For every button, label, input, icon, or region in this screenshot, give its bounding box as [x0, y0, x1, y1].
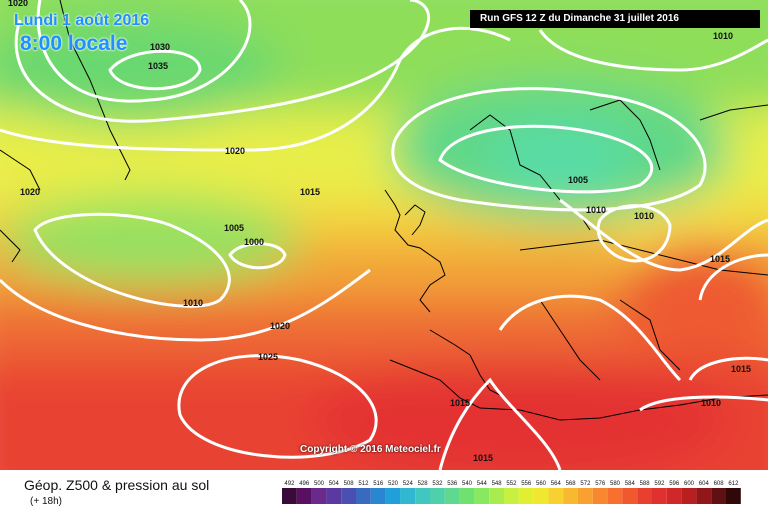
legend-value: 580 [610, 481, 621, 487]
isobar-label: 1020 [8, 0, 28, 8]
legend-swatch [459, 488, 475, 504]
legend-value: 500 [314, 481, 325, 487]
legend-value: 572 [580, 481, 591, 487]
isobar-label: 1015 [473, 453, 493, 463]
legend-value: 552 [506, 481, 517, 487]
legend-value: 516 [373, 481, 384, 487]
legend-value: 492 [284, 481, 295, 487]
legend-value: 576 [595, 481, 606, 487]
legend-value: 568 [566, 481, 577, 487]
legend-swatch [370, 488, 386, 504]
legend-value: 520 [388, 481, 399, 487]
isobar-labels: 1020 1030 1035 1020 1020 1015 1005 1000 … [8, 0, 751, 463]
legend-swatch [296, 488, 312, 504]
legend-value: 512 [358, 481, 369, 487]
legend-swatch [533, 488, 549, 504]
isobar-label: 1015 [450, 398, 470, 408]
legend-value: 584 [625, 481, 636, 487]
legend-swatch [415, 488, 430, 504]
legend-swatch [607, 488, 623, 504]
legend-swatch [637, 488, 652, 504]
legend-swatch [326, 488, 342, 504]
legend-swatch [518, 488, 534, 504]
map-title: Géop. Z500 & pression au sol [24, 477, 210, 493]
isobar-label: 1010 [183, 298, 203, 308]
legend-value: 536 [447, 481, 458, 487]
legend-value: 504 [329, 481, 340, 487]
isobar-label: 1015 [300, 187, 320, 197]
legend-swatch [356, 488, 371, 504]
isobar-label: 1015 [710, 254, 730, 264]
legend-value: 564 [551, 481, 562, 487]
legend-swatch [400, 488, 416, 504]
legend-value: 528 [418, 481, 429, 487]
forecast-offset: (+ 18h) [30, 496, 62, 507]
isobar-label: 1000 [244, 237, 264, 247]
isobar-label: 1020 [225, 146, 245, 156]
legend-swatch [430, 488, 445, 504]
legend-value: 524 [403, 481, 414, 487]
legend-value: 496 [299, 481, 310, 487]
legend-value: 532 [432, 481, 443, 487]
isobar-label: 1025 [258, 352, 278, 362]
color-scale-legend: 492 496 500 504 508 512 516 520 524 528 532 536 540 5… [282, 481, 741, 504]
legend-value: 540 [462, 481, 473, 487]
legend-swatch [711, 488, 726, 504]
legend-swatch [578, 488, 593, 504]
legend-value: 592 [654, 481, 665, 487]
legend-value: 508 [344, 481, 355, 487]
isobar-label: 1010 [701, 398, 721, 408]
forecast-date: Lundi 1 août 2016 [14, 12, 150, 29]
legend-value: 596 [669, 481, 680, 487]
weather-map: 1020 1030 1035 1020 1020 1015 1005 1000 … [0, 0, 768, 470]
legend-swatch [681, 488, 697, 504]
legend-swatch [726, 488, 741, 504]
legend-swatch [282, 488, 297, 504]
legend-swatch [444, 488, 460, 504]
legend-swatch [489, 488, 504, 504]
legend-swatch [622, 488, 638, 504]
legend-swatch [385, 488, 401, 504]
legend-value: 612 [728, 481, 739, 487]
isobar-label: 1005 [568, 175, 588, 185]
isobar-label: 1010 [713, 31, 733, 41]
legend-value: 548 [492, 481, 503, 487]
legend-swatch [696, 488, 712, 504]
legend-value: 544 [477, 481, 488, 487]
legend-swatch [311, 488, 327, 504]
legend-value: 560 [536, 481, 547, 487]
isobar-label: 1015 [731, 364, 751, 374]
isobar-label: 1010 [634, 211, 654, 221]
coastlines [0, 0, 768, 421]
legend-swatch [341, 488, 356, 504]
isobar-label: 1020 [270, 321, 290, 331]
legend-swatch [666, 488, 682, 504]
isobar-label: 1005 [224, 223, 244, 233]
isobar-label: 1035 [148, 61, 168, 71]
run-info: Run GFS 12 Z du Dimanche 31 juillet 2016 [470, 10, 760, 28]
copyright-label: Copyright © 2016 Meteociel.fr [300, 444, 441, 455]
legend-value: 608 [714, 481, 725, 487]
legend-swatch [548, 488, 564, 504]
legend-swatch [504, 488, 519, 504]
legend-swatch [563, 488, 578, 504]
forecast-time: 8:00 locale [20, 32, 128, 55]
legend-value: 604 [699, 481, 710, 487]
isobar-label: 1010 [586, 205, 606, 215]
legend-swatch [652, 488, 667, 504]
legend-value: 600 [684, 481, 695, 487]
isobar-label: 1030 [150, 42, 170, 52]
isobars [0, 0, 768, 470]
legend-value: 556 [521, 481, 532, 487]
legend-swatch [592, 488, 608, 504]
legend-value: 588 [640, 481, 651, 487]
legend-swatch [474, 488, 490, 504]
isobar-label: 1020 [20, 187, 40, 197]
